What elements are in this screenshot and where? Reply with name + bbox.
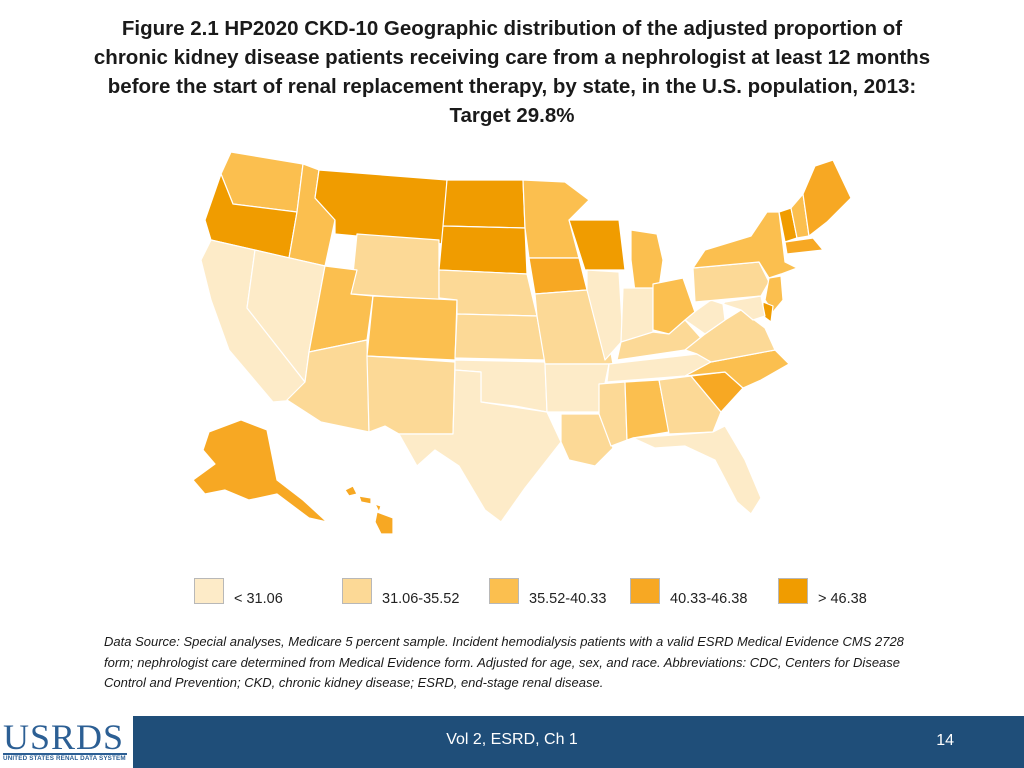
state-hi [374,511,394,535]
legend-swatch [778,578,808,604]
logo-subtitle: UNITED STATES RENAL DATA SYSTEM [3,755,126,762]
state-il [586,269,624,361]
legend-label: 35.52-40.33 [529,591,607,607]
legend-swatch [194,578,224,604]
state-ma [784,237,824,255]
state-tx [398,369,562,523]
state-fl [632,425,762,515]
state-ga [658,375,722,435]
state-ms [598,381,628,447]
state-wa [220,151,304,213]
title-line: before the start of renal replacement th… [107,75,917,98]
legend-swatch [342,578,372,604]
logo-rule [3,753,127,755]
footer-bar: USRDS UNITED STATES RENAL DATA SYSTEM Vo… [0,716,1024,768]
state-hi [358,495,372,505]
state-ky [616,319,702,361]
state-ak [192,419,328,523]
state-az [286,339,370,433]
footer-section-label: Vol 2, ESRD, Ch 1 [446,731,578,748]
legend-label: > 46.38 [818,591,867,607]
title-line: chronic kidney disease patients receivin… [93,46,931,69]
state-wy [350,233,440,301]
legend-swatch [489,578,519,604]
usrds-logo: USRDS UNITED STATES RENAL DATA SYSTEM [0,716,133,768]
state-wi [568,219,626,271]
title-line: Target 29.8% [449,104,575,127]
legend-label: < 31.06 [234,591,283,607]
legend-label: 40.33-46.38 [670,591,748,607]
state-mt [314,169,448,245]
legend-label: 31.06-35.52 [382,591,460,607]
data-source-note: Data Source: Special analyses, Medicare … [104,634,904,690]
state-hi [344,485,358,497]
logo-wordmark: USRDS [3,717,125,757]
state-hi [374,503,382,513]
state-me [802,159,852,237]
state-co [366,295,458,361]
map-legend: < 31.06 31.06-35.52 35.52-40.33 40.33-46… [0,578,1024,608]
figure-title: Figure 2.1 HP2020 CKD-10 Geographic dist… [40,14,984,130]
state-al [624,379,670,441]
state-ia [528,257,588,295]
page-number: 14 [936,732,954,749]
state-ny [692,211,798,279]
state-ks [454,313,546,361]
state-nd [442,179,526,229]
state-nj [764,275,784,313]
state-md [722,295,766,321]
state-mn [522,179,590,259]
title-line: Figure 2.1 HP2020 CKD-10 Geographic dist… [121,17,903,40]
legend-swatch [630,578,660,604]
us-state-map [192,151,852,535]
state-sd [438,225,528,275]
state-nm [366,355,456,435]
